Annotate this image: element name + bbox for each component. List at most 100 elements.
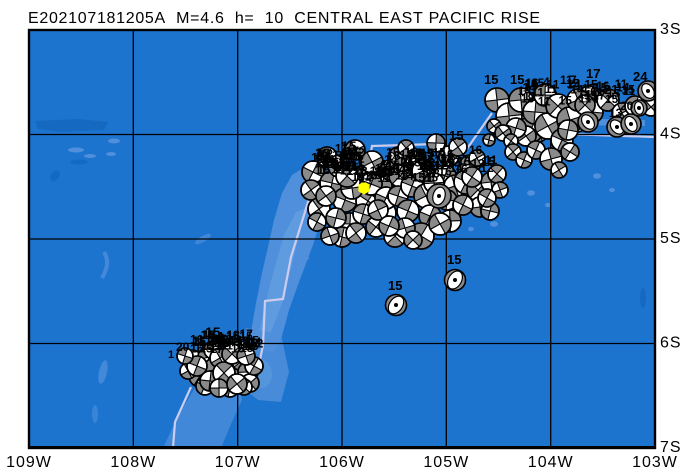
- svg-text:11: 11: [350, 159, 363, 173]
- svg-text:12: 12: [351, 145, 365, 159]
- svg-text:15: 15: [343, 148, 357, 162]
- svg-text:14: 14: [616, 81, 630, 95]
- svg-text:14: 14: [212, 336, 226, 350]
- svg-text:15: 15: [386, 145, 400, 159]
- svg-text:103W: 103W: [632, 454, 678, 471]
- svg-text:11: 11: [381, 157, 394, 171]
- svg-text:15: 15: [374, 165, 388, 179]
- svg-text:6S: 6S: [660, 335, 682, 352]
- svg-text:11: 11: [547, 77, 560, 91]
- svg-text:108W: 108W: [110, 454, 156, 471]
- svg-text:11: 11: [591, 85, 604, 99]
- svg-text:14: 14: [577, 88, 591, 102]
- svg-text:15: 15: [368, 168, 382, 182]
- svg-text:15: 15: [605, 92, 619, 106]
- svg-text:15: 15: [433, 145, 447, 159]
- svg-text:16: 16: [318, 152, 332, 166]
- svg-text:11: 11: [579, 91, 592, 105]
- svg-text:17: 17: [334, 162, 348, 176]
- svg-text:11: 11: [420, 171, 433, 185]
- svg-text:12: 12: [480, 161, 494, 175]
- svg-text:15: 15: [594, 81, 608, 95]
- svg-text:15: 15: [201, 328, 215, 342]
- svg-text:17: 17: [346, 144, 360, 158]
- svg-text:15: 15: [442, 153, 456, 167]
- svg-text:20: 20: [176, 340, 190, 354]
- svg-text:14: 14: [570, 83, 584, 97]
- svg-text:17: 17: [210, 342, 224, 356]
- svg-text:4: 4: [543, 75, 550, 89]
- svg-text:15: 15: [481, 154, 495, 169]
- svg-text:12: 12: [440, 151, 454, 165]
- svg-text:17: 17: [390, 162, 404, 176]
- svg-text:11: 11: [531, 85, 544, 99]
- svg-text:109W: 109W: [6, 454, 52, 471]
- svg-text:11: 11: [244, 335, 257, 349]
- svg-text:15: 15: [400, 163, 414, 177]
- svg-text:18: 18: [400, 161, 414, 175]
- svg-text:15: 15: [420, 146, 434, 160]
- svg-text:12: 12: [344, 158, 358, 172]
- svg-text:17: 17: [586, 66, 600, 81]
- svg-text:15: 15: [424, 162, 438, 176]
- svg-text:15: 15: [412, 170, 426, 184]
- svg-text:15: 15: [350, 149, 364, 163]
- svg-text:11: 11: [416, 149, 429, 163]
- svg-text:16: 16: [438, 164, 452, 178]
- svg-text:E202107181205A M=4.6 h= 10: E202107181205A M=4.6 h= 10 CENTRAL EAST …: [28, 10, 540, 27]
- svg-text:11: 11: [220, 339, 233, 353]
- svg-text:15: 15: [584, 78, 598, 92]
- svg-text:18: 18: [395, 169, 409, 183]
- svg-text:17: 17: [419, 149, 433, 163]
- svg-text:15: 15: [607, 87, 621, 101]
- svg-text:11: 11: [615, 77, 628, 91]
- svg-text:18: 18: [226, 328, 240, 342]
- svg-text:14: 14: [567, 77, 581, 91]
- svg-text:16: 16: [364, 169, 378, 183]
- svg-text:18: 18: [426, 167, 440, 181]
- svg-text:17: 17: [380, 166, 394, 180]
- svg-text:15: 15: [434, 154, 448, 168]
- svg-text:15: 15: [419, 159, 433, 173]
- svg-text:15: 15: [387, 149, 401, 163]
- svg-text:11: 11: [538, 95, 551, 109]
- svg-text:13: 13: [609, 106, 623, 120]
- svg-text:15: 15: [408, 156, 422, 170]
- svg-text:14: 14: [400, 169, 414, 183]
- svg-text:16: 16: [353, 163, 367, 177]
- svg-text:12: 12: [210, 334, 224, 348]
- svg-text:17: 17: [375, 162, 389, 176]
- svg-text:7S: 7S: [660, 439, 682, 456]
- svg-text:16: 16: [231, 341, 245, 355]
- svg-text:14: 14: [386, 161, 400, 175]
- svg-text:18: 18: [315, 155, 329, 169]
- svg-text:16: 16: [334, 159, 348, 173]
- svg-text:17: 17: [592, 89, 606, 103]
- svg-text:15: 15: [386, 158, 400, 172]
- svg-text:11: 11: [388, 164, 401, 178]
- svg-text:16: 16: [417, 159, 431, 173]
- svg-text:106W: 106W: [319, 454, 365, 471]
- svg-text:15: 15: [199, 341, 213, 355]
- svg-text:15: 15: [244, 336, 258, 350]
- svg-text:11: 11: [378, 171, 391, 185]
- svg-text:16: 16: [243, 339, 257, 353]
- svg-text:16: 16: [345, 160, 359, 174]
- svg-text:104W: 104W: [528, 454, 574, 471]
- svg-text:14: 14: [449, 161, 463, 175]
- svg-text:14: 14: [248, 335, 262, 349]
- svg-text:15: 15: [447, 252, 461, 267]
- svg-text:15: 15: [484, 72, 498, 87]
- svg-text:16: 16: [441, 152, 455, 166]
- svg-text:12: 12: [446, 155, 460, 169]
- svg-text:16: 16: [596, 79, 610, 93]
- svg-text:16: 16: [405, 145, 419, 159]
- svg-text:18: 18: [400, 148, 414, 162]
- svg-text:11: 11: [315, 163, 328, 177]
- svg-text:12: 12: [320, 147, 334, 161]
- svg-text:15: 15: [238, 337, 252, 351]
- svg-text:15: 15: [341, 138, 357, 154]
- svg-text:16: 16: [440, 147, 454, 161]
- svg-text:15: 15: [409, 146, 423, 160]
- svg-text:15: 15: [531, 76, 545, 90]
